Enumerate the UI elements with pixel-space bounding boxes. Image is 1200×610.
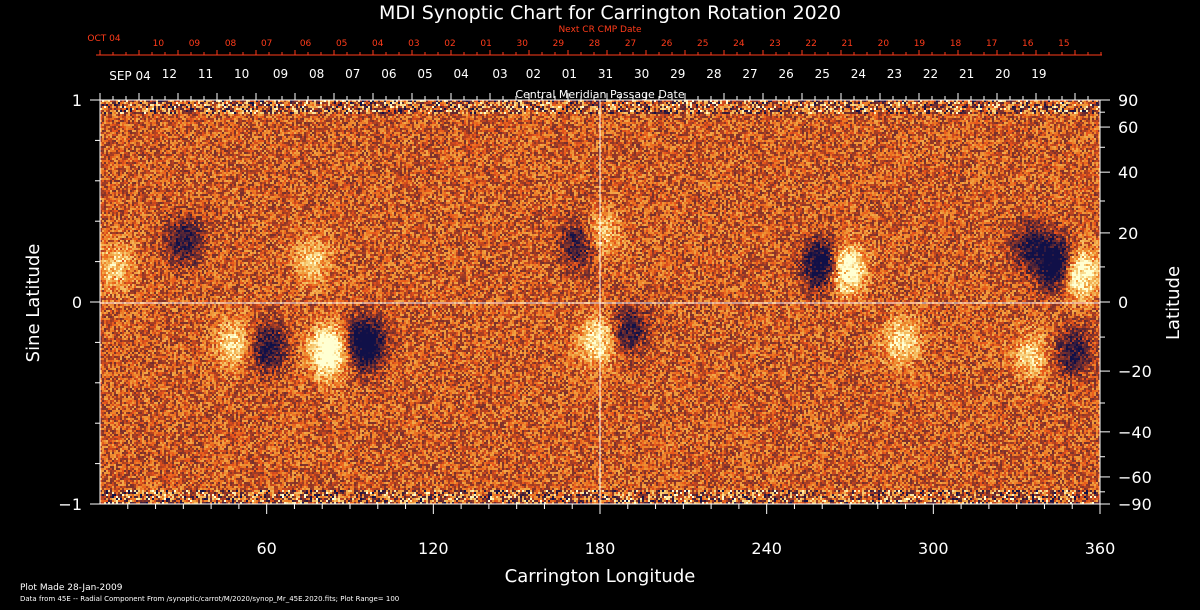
y-right-tick-label: 90 — [1118, 91, 1138, 110]
cmp-date-label: 26 — [778, 67, 793, 81]
cmp-date-label: 19 — [1031, 67, 1046, 81]
next-cr-date-label: 02 — [444, 39, 455, 49]
cmp-first-label: SEP 04 — [109, 69, 151, 83]
next-cr-date-label: 23 — [769, 39, 780, 49]
cmp-date-label: 06 — [381, 67, 396, 81]
cmp-date-label: 30 — [634, 67, 649, 81]
y-right-tick-label: −60 — [1118, 468, 1152, 487]
y-left-tick-label: 0 — [72, 293, 82, 312]
y-left-axis-ticks: 1 0 −1 — [58, 91, 100, 514]
x-axis-ticks: 60 120 180 240 300 360 — [127, 504, 1116, 558]
chart-title: MDI Synoptic Chart for Carrington Rotati… — [379, 2, 841, 24]
next-cr-date-label: 30 — [516, 39, 528, 49]
cmp-date-label: 05 — [417, 67, 432, 81]
y-right-tick-label: −90 — [1118, 495, 1152, 514]
next-cr-date-label: 16 — [1022, 39, 1034, 49]
cmp-date-label: 27 — [742, 67, 757, 81]
next-cr-date-label: 05 — [336, 39, 347, 49]
next-cr-date-label: 03 — [408, 39, 419, 49]
next-cr-date-label: 15 — [1058, 39, 1069, 49]
cmp-date-label: 02 — [526, 67, 541, 81]
next-cr-date-label: 18 — [950, 39, 962, 49]
plot-made-note: Plot Made 28-Jan-2009 — [20, 583, 123, 593]
next-cr-date-label: 06 — [300, 39, 312, 49]
x-tick-label: 120 — [418, 539, 449, 558]
cmp-date-label: 23 — [887, 67, 902, 81]
cmp-date-label: 21 — [959, 67, 974, 81]
x-tick-label: 300 — [918, 539, 949, 558]
cmp-date-label: 24 — [851, 67, 866, 81]
cmp-date-label: 07 — [345, 67, 360, 81]
y-right-axis-ticks: 90 60 40 20 0 −20 −40 −60 −90 — [1100, 91, 1152, 514]
next-cr-date-label: 24 — [733, 39, 745, 49]
cmp-date-label: 04 — [453, 67, 468, 81]
cmp-date-label: 09 — [273, 67, 288, 81]
cmp-date-label: 03 — [492, 67, 507, 81]
x-axis-label: Carrington Longitude — [505, 566, 696, 587]
cmp-date-label: 22 — [923, 67, 938, 81]
next-cr-date-label: 25 — [697, 39, 708, 49]
next-cr-date-label: 07 — [261, 39, 272, 49]
y-left-tick-label: −1 — [58, 495, 82, 514]
cmp-date-label: 08 — [309, 67, 324, 81]
next-cr-axis-ticks: 10 09 08 07 06 05 04 03 02 01 30 29 28 27 26 25 24 23 22 21… — [99, 39, 1102, 55]
next-cr-date-label: 28 — [589, 39, 601, 49]
x-tick-label: 180 — [585, 539, 616, 558]
next-cr-date-label: 26 — [661, 39, 673, 49]
y-right-tick-label: 40 — [1118, 163, 1138, 182]
y-right-axis-label: Latitude — [1163, 266, 1184, 340]
y-right-tick-label: 60 — [1118, 118, 1138, 137]
y-right-tick-label: −40 — [1118, 423, 1152, 442]
cmp-date-label: 20 — [995, 67, 1010, 81]
next-cr-date-label: 19 — [914, 39, 926, 49]
cmp-date-label: 28 — [706, 67, 721, 81]
next-cr-date-label: 29 — [553, 39, 565, 49]
next-cr-date-label: 20 — [878, 39, 890, 49]
next-cr-date-label: 22 — [805, 39, 816, 49]
data-source-note: Data from 45E -- Radial Component From /… — [20, 595, 399, 603]
next-cr-date-label: 10 — [153, 39, 165, 49]
next-cr-date-label: 27 — [625, 39, 636, 49]
next-cr-date-label: 08 — [225, 39, 237, 49]
x-tick-label: 60 — [256, 539, 276, 558]
cmp-date-label: 25 — [815, 67, 830, 81]
cmp-date-axis-ticks: 12 11 10 09 08 07 06 05 04 03 02 01 31 30 29 28 27 26 25 24… — [99, 67, 1089, 100]
cmp-date-label: 01 — [562, 67, 577, 81]
cmp-date-label: 12 — [162, 67, 177, 81]
next-cr-date-label: 01 — [480, 39, 491, 49]
x-tick-label: 240 — [751, 539, 782, 558]
next-cr-date-label: 04 — [372, 39, 384, 49]
x-tick-label: 360 — [1085, 539, 1116, 558]
cmp-date-label: 11 — [198, 67, 213, 81]
next-cr-date-label: 21 — [841, 39, 852, 49]
y-right-tick-label: 0 — [1118, 293, 1128, 312]
next-cr-date-label: 09 — [189, 39, 201, 49]
y-right-tick-label: −20 — [1118, 362, 1152, 381]
cmp-date-label: 29 — [670, 67, 685, 81]
next-cr-date-label: 17 — [986, 39, 997, 49]
y-left-tick-label: 1 — [72, 91, 82, 110]
cmp-date-label: 10 — [234, 67, 249, 81]
cmp-date-label: 31 — [598, 67, 613, 81]
next-cr-first-label: OCT 04 — [87, 34, 120, 44]
next-cr-axis-caption: Next CR CMP Date — [558, 25, 642, 35]
cmp-axis-caption: Central Meridian Passage Date — [515, 88, 684, 101]
y-right-tick-label: 20 — [1118, 224, 1138, 243]
y-left-axis-label: Sine Latitude — [23, 244, 44, 363]
